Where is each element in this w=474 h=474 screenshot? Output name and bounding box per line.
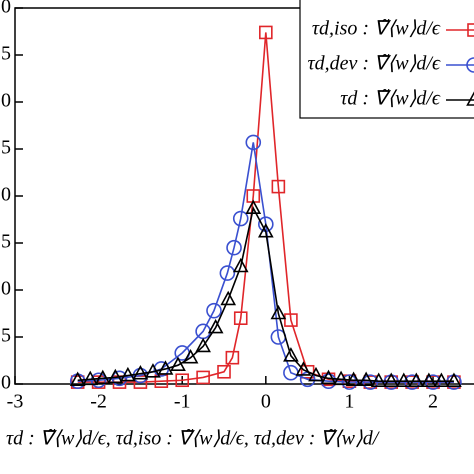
y-tick-label: 0 [1, 0, 11, 18]
marker [408, 372, 425, 387]
marker [320, 369, 337, 385]
marker [170, 356, 186, 371]
x-tick-label: 1 [344, 391, 354, 413]
y-tick-label: 5 [1, 137, 11, 159]
legend-box [299, 0, 474, 119]
y-tick-label: 0 [1, 278, 11, 300]
y-tick-label: 5 [1, 231, 11, 253]
marker [466, 57, 474, 73]
marker [467, 23, 474, 37]
marker [226, 239, 242, 256]
series-line [77, 142, 454, 383]
y-tick-label: 0 [1, 184, 11, 206]
marker [94, 369, 111, 385]
marker [120, 366, 136, 382]
y-tick-label: 5 [1, 325, 11, 347]
marker [283, 347, 299, 362]
marker [421, 372, 437, 387]
y-tick-label: 5 [1, 43, 11, 65]
series-line [77, 205, 454, 382]
marker [232, 210, 249, 227]
marker [220, 290, 237, 306]
marker [271, 179, 286, 194]
marker [259, 25, 273, 40]
marker [341, 374, 358, 390]
marker [245, 134, 262, 151]
marker [295, 361, 312, 376]
legend-label: τd : ∇̃⟨w⟩d/ϵ [340, 88, 441, 110]
marker [82, 370, 99, 386]
y-tick-label: 0 [1, 372, 11, 394]
legend: τd,iso : ∇̃⟨w⟩d/ϵ τd,dev : ∇̃⟨w⟩d/ϵ τd : ∇… [299, 0, 474, 119]
marker [333, 370, 349, 386]
x-tick-label: 2 [428, 391, 438, 413]
legend-label: τd,dev : ∇̃⟨w⟩d/ϵ [307, 53, 440, 75]
marker [132, 364, 149, 380]
marker [232, 257, 249, 273]
marker [69, 371, 86, 387]
marker [107, 368, 124, 384]
x-tick-label: -3 [7, 391, 24, 413]
marker [206, 302, 222, 319]
marker [217, 364, 231, 379]
marker [245, 199, 262, 215]
x-tick-label: 0 [261, 391, 271, 413]
marker [257, 223, 274, 238]
marker [145, 363, 161, 378]
marker [225, 350, 240, 365]
marker [219, 265, 236, 281]
marker [466, 91, 474, 106]
marker [370, 372, 387, 387]
marker [270, 304, 287, 320]
marker [233, 311, 248, 326]
marker [358, 371, 374, 387]
x-tick-label: -2 [90, 391, 107, 413]
marker [425, 374, 441, 390]
marker [446, 372, 462, 387]
x-tick-label: -1 [174, 391, 191, 413]
y-tick-label: 0 [1, 90, 11, 112]
marker [383, 372, 400, 387]
marker [157, 360, 174, 375]
marker [395, 372, 412, 387]
marker [195, 337, 211, 353]
marker [182, 349, 199, 364]
marker [90, 372, 107, 389]
marker [345, 371, 362, 387]
marker [196, 370, 210, 385]
marker [433, 372, 450, 387]
marker [308, 366, 324, 382]
marker [284, 313, 298, 327]
marker [175, 373, 190, 388]
x-axis-label: τd : ∇̃⟨w⟩d/ϵ, τd,iso : ∇̃⟨w⟩d/ϵ, τd,dev… [6, 428, 381, 450]
legend-label: τd,iso : ∇̃⟨w⟩d/ϵ [312, 18, 441, 40]
marker [207, 318, 224, 334]
marker [362, 374, 379, 390]
marker [404, 374, 420, 390]
